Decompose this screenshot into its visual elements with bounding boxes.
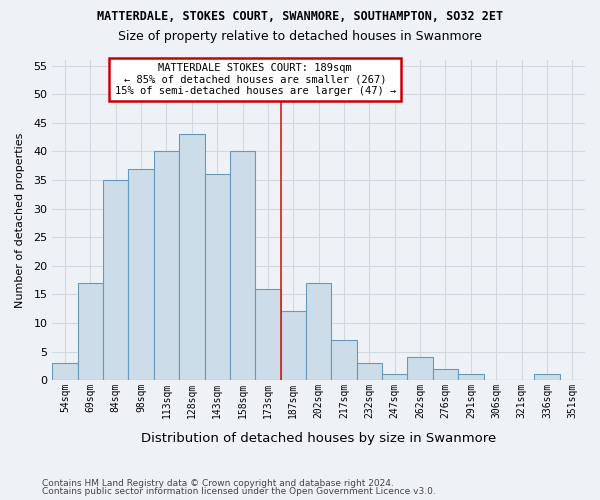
Bar — [77, 283, 103, 380]
Bar — [306, 283, 331, 380]
Bar — [281, 312, 306, 380]
Bar — [255, 288, 281, 380]
Text: MATTERDALE STOKES COURT: 189sqm
← 85% of detached houses are smaller (267)
15% o: MATTERDALE STOKES COURT: 189sqm ← 85% of… — [115, 63, 396, 96]
Bar — [433, 368, 458, 380]
Bar — [230, 152, 255, 380]
Text: Contains HM Land Registry data © Crown copyright and database right 2024.: Contains HM Land Registry data © Crown c… — [42, 478, 394, 488]
Bar — [52, 363, 77, 380]
Text: MATTERDALE, STOKES COURT, SWANMORE, SOUTHAMPTON, SO32 2ET: MATTERDALE, STOKES COURT, SWANMORE, SOUT… — [97, 10, 503, 23]
Bar — [154, 152, 179, 380]
Bar — [382, 374, 407, 380]
Bar — [103, 180, 128, 380]
Text: Size of property relative to detached houses in Swanmore: Size of property relative to detached ho… — [118, 30, 482, 43]
Text: Contains public sector information licensed under the Open Government Licence v3: Contains public sector information licen… — [42, 487, 436, 496]
Bar — [205, 174, 230, 380]
Bar — [458, 374, 484, 380]
Y-axis label: Number of detached properties: Number of detached properties — [15, 132, 25, 308]
Bar — [331, 340, 357, 380]
X-axis label: Distribution of detached houses by size in Swanmore: Distribution of detached houses by size … — [141, 432, 496, 445]
Bar — [534, 374, 560, 380]
Bar — [179, 134, 205, 380]
Bar — [357, 363, 382, 380]
Bar — [407, 357, 433, 380]
Bar — [128, 168, 154, 380]
